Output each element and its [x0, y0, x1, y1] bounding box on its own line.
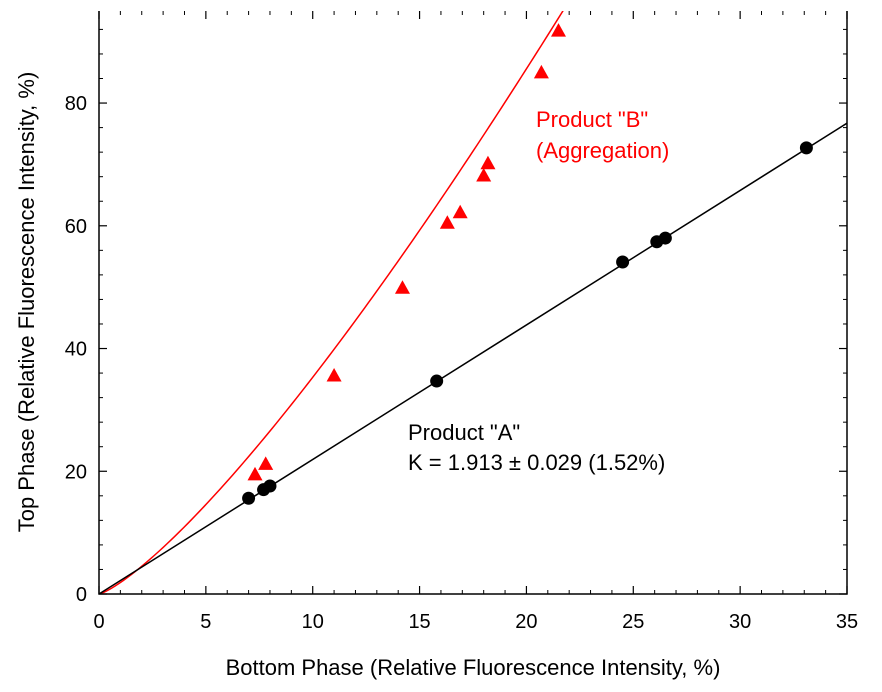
- annotation-product-a-k-value: K = 1.913 ± 0.029 (1.52%): [408, 450, 665, 475]
- y-tick-label: 20: [65, 461, 87, 483]
- major-ticks: [98, 11, 848, 595]
- data-markers: [242, 23, 813, 505]
- data-point-product-b: [452, 204, 468, 219]
- plot-frame: [98, 11, 848, 595]
- y-tick-labels: 0 20 40 60 80: [65, 93, 87, 606]
- x-axis-label: Bottom Phase (Relative Fluorescence Inte…: [226, 655, 721, 680]
- minor-ticks: [99, 11, 847, 594]
- data-point-product-b: [439, 215, 455, 229]
- data-point-product-b: [480, 155, 496, 170]
- data-point-product-b: [326, 368, 342, 382]
- fit-line-product-b: [99, 11, 564, 594]
- x-tick-label: 30: [729, 611, 751, 633]
- data-point-product-a: [263, 479, 277, 493]
- fit-curves: [99, 11, 847, 594]
- data-point-product-a: [430, 374, 444, 388]
- data-point-product-a: [242, 491, 256, 505]
- annotation-product-b-subtitle: (Aggregation): [536, 138, 669, 163]
- data-point-product-a: [799, 141, 813, 155]
- x-tick-label: 10: [302, 611, 324, 633]
- y-tick-label: 0: [76, 584, 87, 606]
- data-point-product-b: [476, 167, 492, 182]
- annotation-product-b-title: Product "B": [536, 107, 648, 132]
- y-axis-label: Top Phase (Relative Fluorescence Intensi…: [14, 72, 39, 533]
- x-tick-label: 35: [836, 611, 858, 633]
- data-point-product-a: [658, 231, 672, 245]
- annotation-product-a-title: Product "A": [408, 420, 520, 445]
- y-tick-label: 60: [65, 216, 87, 238]
- data-point-product-a: [616, 255, 630, 269]
- x-tick-label: 15: [408, 611, 430, 633]
- y-tick-label: 80: [65, 93, 87, 115]
- y-tick-label: 40: [65, 339, 87, 361]
- data-point-product-b: [550, 23, 566, 37]
- fit-line-product-a: [99, 122, 847, 594]
- x-tick-label: 0: [93, 611, 104, 633]
- x-tick-label: 25: [622, 611, 644, 633]
- data-point-product-b: [533, 64, 549, 79]
- x-tick-label: 5: [200, 611, 211, 633]
- data-point-product-b: [247, 466, 263, 481]
- data-point-product-b: [258, 456, 274, 470]
- x-tick-labels: 0 5 10 15 20 25 30 35: [93, 611, 858, 633]
- data-point-product-b: [394, 280, 410, 294]
- x-tick-label: 20: [515, 611, 537, 633]
